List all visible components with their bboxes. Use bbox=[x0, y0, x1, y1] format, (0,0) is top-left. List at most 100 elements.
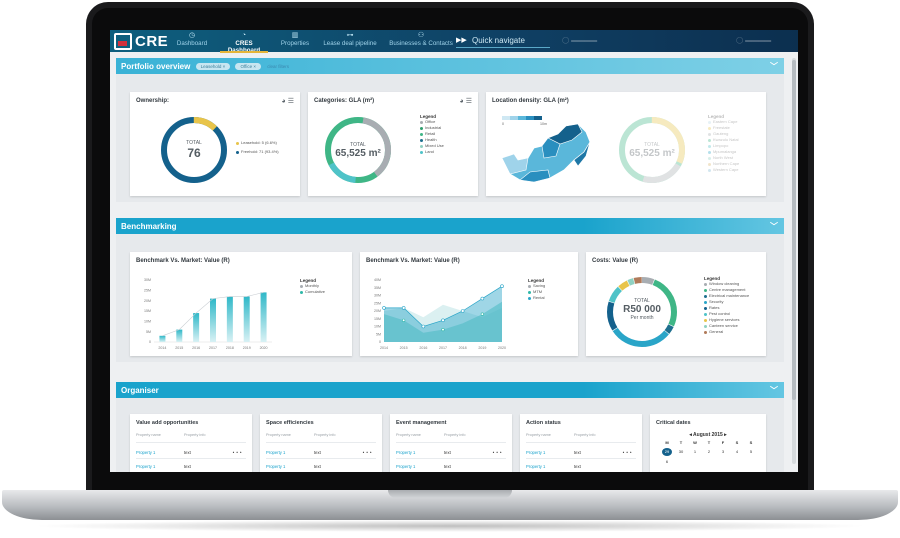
more-icon: • • • bbox=[362, 450, 372, 455]
organiser-card-action-status: Action status Property name Property inf… bbox=[520, 414, 642, 472]
clear-filters-link[interactable]: clear filters bbox=[267, 64, 290, 70]
benchmark-area-chart: 0 5M 10M 15M 20M 25M 30M 35M 40M 2014 2015 2016 2017… bbox=[374, 278, 506, 350]
costs-card: Costs: Value (R) TOTAL R50 000 Per month… bbox=[586, 252, 766, 356]
calendar-day[interactable]: 3 bbox=[721, 449, 725, 454]
app-logo[interactable]: CRE bbox=[114, 32, 168, 50]
portfolio-section-body: Ownership: ◕ ☰ TOTAL 76 Leasehold: 5 (6.… bbox=[116, 74, 784, 202]
list-item[interactable]: Property 1 text • • • bbox=[526, 450, 632, 455]
next-month-icon[interactable]: ▸ bbox=[722, 432, 727, 438]
y-tick-label: 10M bbox=[144, 320, 151, 324]
portfolio-section-header[interactable]: Portfolio overview Leasehold × Office × … bbox=[116, 58, 784, 74]
data-point bbox=[500, 284, 504, 288]
quick-navigate-input[interactable]: ▶▶ Quick navigate bbox=[456, 34, 550, 48]
map-region bbox=[547, 123, 583, 145]
legend-item: Leasehold: 5 (6.6%) bbox=[236, 140, 279, 146]
donut-leasehold-arc bbox=[161, 117, 227, 183]
data-point bbox=[421, 324, 426, 329]
nav-businesses-contacts[interactable]: ⚇ Businesses & Contacts bbox=[389, 32, 453, 47]
y-tick-label: 35M bbox=[374, 286, 381, 290]
data-point bbox=[382, 306, 386, 310]
calendar-day[interactable]: 29 bbox=[662, 448, 672, 456]
ownership-legend: Leasehold: 5 (6.6%) Freehold: 71 (93.4%) bbox=[236, 140, 279, 155]
benchmark-area-card: Benchmark Vs. Market: Value (R) 0 5M 10M 15… bbox=[360, 252, 578, 356]
benchmark-bar-card: Benchmark Vs. Market: Value (R) 0 5M 10M 15… bbox=[130, 252, 352, 356]
y-tick-label: 5M bbox=[376, 332, 381, 336]
ownership-donut bbox=[161, 117, 227, 183]
list-item[interactable]: Property 1 text • • • bbox=[266, 450, 372, 455]
y-tick-label: 25M bbox=[374, 301, 381, 305]
y-tick-label: 30M bbox=[144, 278, 151, 282]
categories-card: Categories: GLA (m²) ◕ ☰ TOTAL 65,525 m²… bbox=[308, 92, 478, 196]
data-point bbox=[441, 318, 445, 323]
nav-cres-dashboard[interactable]: ◔ CRES Dashboard bbox=[220, 32, 268, 54]
list-item[interactable]: Property 1 text • • • bbox=[396, 450, 502, 455]
scrollbar-thumb[interactable] bbox=[792, 60, 796, 400]
location-total: TOTAL 65,525 m² bbox=[629, 142, 675, 159]
logo-icon bbox=[114, 32, 132, 50]
chart-type-icon[interactable]: ◕ ☰ bbox=[459, 98, 472, 105]
calendar-day[interactable]: 30 bbox=[678, 449, 684, 454]
bar bbox=[210, 298, 216, 342]
map-region bbox=[519, 169, 551, 183]
y-tick-label: 0 bbox=[149, 340, 151, 344]
chevron-down-icon[interactable]: ﹀ bbox=[770, 62, 778, 71]
bar bbox=[260, 292, 267, 342]
list-item[interactable]: Property 1 text bbox=[526, 464, 581, 469]
x-tick-label: 2019 bbox=[243, 346, 251, 350]
list-item[interactable]: Property 1 text bbox=[396, 464, 451, 469]
list-item[interactable]: Property 1 text • • • bbox=[136, 450, 242, 455]
nav-lease-deal-pipeline[interactable]: ⊶ Lease deal pipeline bbox=[320, 32, 380, 52]
calendar-weekday: F bbox=[721, 440, 725, 445]
location-legend: Legend Eastern Cape Freestate Gauteng Kw… bbox=[708, 114, 740, 172]
costs-donut bbox=[607, 277, 677, 347]
list-item[interactable]: Property 1 text bbox=[266, 464, 321, 469]
bar bbox=[176, 329, 183, 342]
fast-forward-icon: ▶▶ bbox=[456, 37, 467, 44]
calendar-day[interactable]: 2 bbox=[707, 449, 711, 454]
calendar-day[interactable]: 4 bbox=[735, 449, 739, 454]
y-tick-label: 0 bbox=[379, 340, 381, 344]
benchmarking-section-body: Benchmark Vs. Market: Value (R) 0 5M 10M 15… bbox=[116, 234, 784, 362]
organiser-card-space-efficiencies: Space efficiencies Property name Propert… bbox=[260, 414, 382, 472]
x-tick-label: 2020 bbox=[260, 346, 268, 350]
series-line bbox=[162, 292, 264, 337]
filter-chip-leasehold[interactable]: Leasehold × bbox=[195, 63, 231, 71]
nav-properties[interactable]: ▥ Properties bbox=[278, 32, 312, 52]
critical-dates-calendar: Critical dates ◂ August 2015 ▸ M T W T F S S 29… bbox=[650, 414, 766, 472]
benchmark-area-legend: Legend Saving MTM Rental bbox=[528, 278, 546, 300]
list-item[interactable]: Property 1 text bbox=[136, 464, 191, 469]
calendar-day[interactable]: 1 bbox=[693, 449, 697, 454]
chevron-down-icon[interactable]: ﹀ bbox=[770, 222, 778, 231]
organiser-cards: Value add opportunities Property name Pr… bbox=[130, 414, 780, 472]
y-tick-label: 25M bbox=[144, 289, 151, 293]
ownership-total: TOTAL 76 bbox=[186, 140, 202, 160]
dashboard-icon: ◔ bbox=[241, 32, 247, 39]
pie-slice bbox=[607, 277, 677, 347]
x-tick-label: 2017 bbox=[209, 346, 217, 350]
laptop-notch bbox=[388, 490, 512, 498]
user-icon[interactable]: ◯ ▬▬▬▬ bbox=[736, 37, 772, 44]
benchmarking-section-header[interactable]: Benchmarking ﹀ bbox=[116, 218, 784, 234]
data-point bbox=[480, 312, 484, 316]
more-icon: • • • bbox=[232, 450, 242, 455]
prev-month-icon[interactable]: ◂ bbox=[689, 432, 694, 438]
chevron-down-icon[interactable]: ﹀ bbox=[770, 386, 778, 395]
calendar-weekday: S bbox=[749, 440, 753, 445]
organiser-card-event-management: Event management Property name Property … bbox=[390, 414, 512, 472]
nav-dashboard[interactable]: ◷ Dashboard bbox=[172, 32, 212, 52]
y-tick-label: 30M bbox=[374, 294, 381, 298]
calendar-day[interactable]: 6 bbox=[665, 459, 669, 464]
notifications-icon[interactable]: ◯ ▬▬▬▬ bbox=[562, 37, 598, 44]
y-tick-label: 40M bbox=[374, 278, 381, 282]
chart-type-icon[interactable]: ◕ ☰ bbox=[281, 98, 294, 105]
costs-total: TOTAL R50 000 Per month bbox=[623, 298, 661, 321]
x-tick-label: 2014 bbox=[380, 346, 388, 350]
app-screen: CRE ◷ Dashboard ◔ CRES Dashboard ▥ Prope… bbox=[110, 30, 798, 472]
calendar-day[interactable]: 5 bbox=[749, 449, 753, 454]
filter-chip-office[interactable]: Office × bbox=[235, 63, 262, 71]
organiser-section-header[interactable]: Organiser ﹀ bbox=[116, 382, 784, 398]
data-point bbox=[441, 327, 445, 332]
bar bbox=[226, 296, 233, 342]
location-density-card: Location density: GLA (m²) 0 10m TOTAL bbox=[486, 92, 766, 196]
x-tick-label: 2014 bbox=[158, 346, 166, 350]
